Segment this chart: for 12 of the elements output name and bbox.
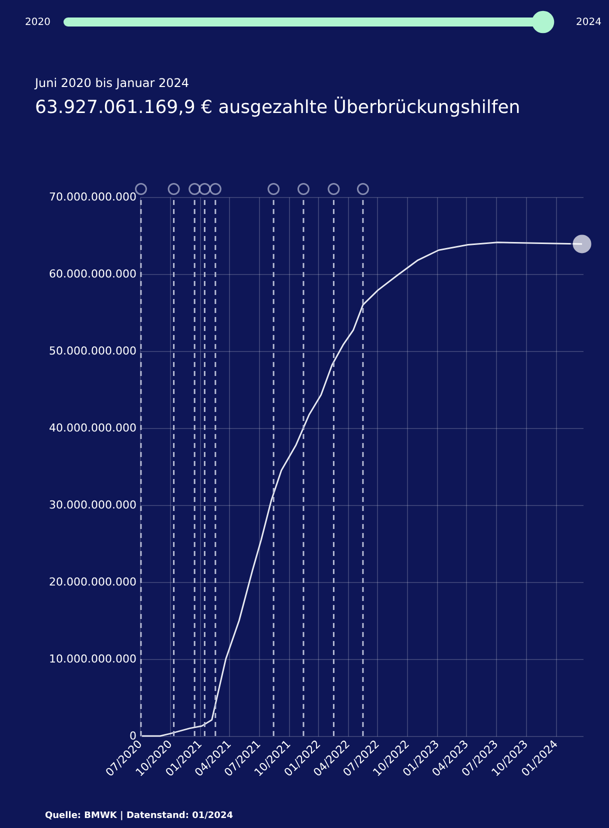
chart-subtitle: Juni 2020 bis Januar 2024 [34, 76, 190, 90]
y-tick-label: 50.000.000.000 [49, 344, 136, 358]
y-tick-label: 20.000.000.000 [49, 576, 136, 588]
y-tick-label: 30.000.000.000 [49, 498, 136, 512]
y-tick-label: 70.000.000.000 [49, 190, 136, 204]
chart-title: 63.927.061.169,9 € ausgezahlte Überbrückungshilfen [35, 96, 520, 118]
y-tick-label: 40.000.000.000 [49, 422, 136, 434]
text: 2024 [576, 17, 602, 28]
y-tick-label: 10.000.000.000 [49, 652, 136, 666]
y-tick-label: 60.000.000.000 [49, 268, 136, 280]
text: 2020 [25, 17, 50, 28]
source-note: Quelle: BMWK | Datenstand: 01/2024 [45, 811, 233, 821]
